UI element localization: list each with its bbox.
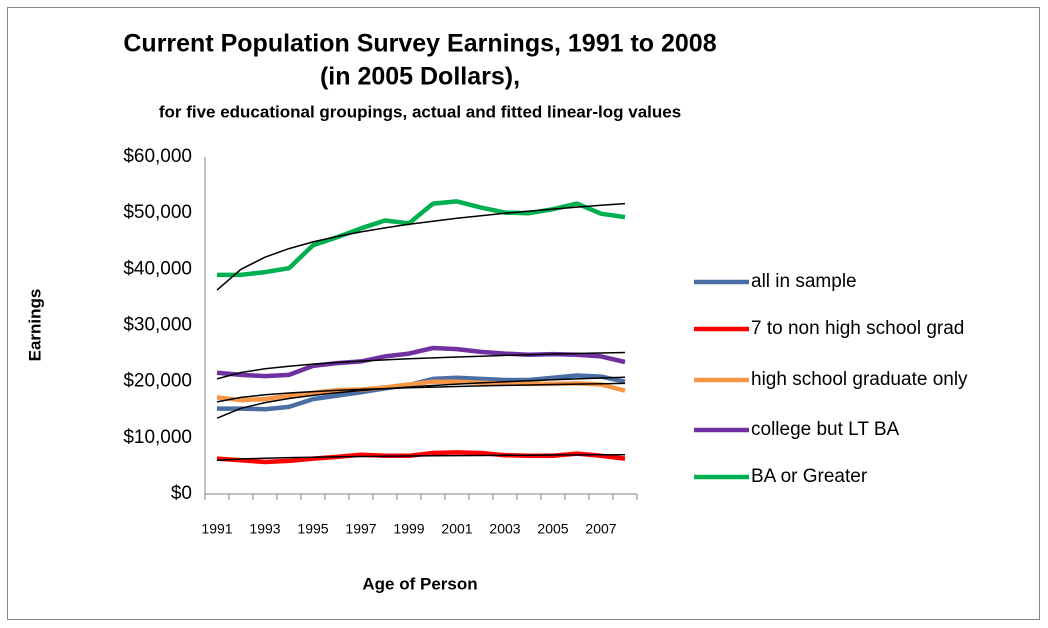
chart-subtitle: for five educational groupings, actual a… — [159, 102, 681, 121]
legend-label: college but LT BA — [751, 419, 900, 440]
x-tick-label: 1993 — [249, 521, 280, 537]
chart-title: Current Population Survey Earnings, 1991… — [123, 30, 716, 58]
x-tick-label: 2001 — [441, 521, 472, 537]
trend-line — [216, 202, 626, 291]
trend-line — [216, 376, 626, 419]
x-tick-label: 1991 — [201, 521, 232, 537]
trend-line — [216, 453, 626, 462]
y-tick-label: $10,000 — [123, 427, 192, 448]
chart-border — [7, 7, 1040, 620]
y-tick-label: $20,000 — [123, 371, 192, 392]
y-tick-label: $50,000 — [123, 202, 192, 223]
legend-label: 7 to non high school grad — [751, 318, 964, 339]
x-tick-label: 1995 — [297, 521, 328, 537]
x-tick-label: 2005 — [537, 521, 568, 537]
chart-title-line2: (in 2005 Dollars), — [320, 63, 520, 91]
legend-label: high school graduate only — [751, 369, 968, 390]
y-axis-title: Earnings — [25, 289, 44, 362]
legend-label: BA or Greater — [751, 466, 868, 487]
x-axis-title: Age of Person — [362, 574, 477, 593]
trend-line — [216, 351, 626, 380]
x-tick-label: 1997 — [345, 521, 376, 537]
x-tick-label: 2007 — [585, 521, 616, 537]
x-tick-label: 1999 — [393, 521, 424, 537]
y-tick-label: $0 — [171, 483, 192, 504]
y-tick-label: $40,000 — [123, 258, 192, 279]
legend-label: all in sample — [751, 271, 857, 292]
trend-line — [216, 382, 626, 403]
y-tick-label: $30,000 — [123, 315, 192, 336]
y-tick-label: $60,000 — [123, 146, 192, 167]
x-tick-label: 2003 — [489, 521, 520, 537]
